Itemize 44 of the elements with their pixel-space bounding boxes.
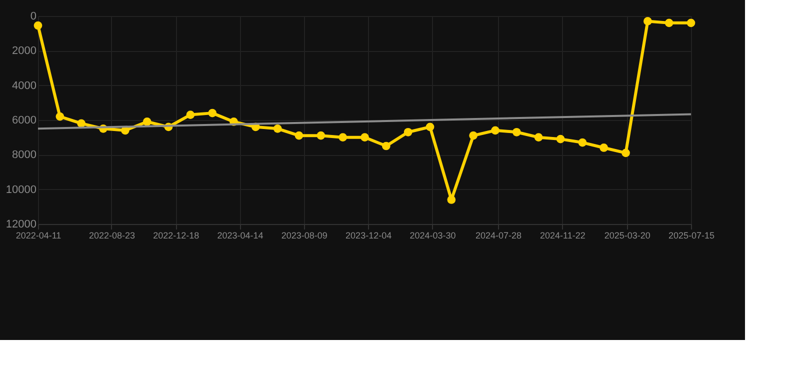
x-tick-label: 2024-07-28 xyxy=(475,230,522,240)
point xyxy=(338,133,348,142)
y-tick-label: 6000 xyxy=(12,114,36,126)
x-tick-label: 2022-04-11 xyxy=(16,230,62,240)
x-tick-label: 2023-12-04 xyxy=(346,230,392,240)
point xyxy=(77,119,86,128)
point xyxy=(294,131,304,140)
point xyxy=(686,18,696,28)
point xyxy=(34,21,42,30)
y-tick-label: 12000 xyxy=(6,218,36,230)
point xyxy=(578,138,587,147)
x-tick-label: 2025-07-15 xyxy=(668,230,715,240)
point xyxy=(512,128,521,136)
point xyxy=(316,131,326,140)
point xyxy=(644,17,652,26)
point xyxy=(208,108,217,118)
point xyxy=(404,128,412,136)
y-tick-label: 4000 xyxy=(12,80,36,92)
point xyxy=(491,126,500,135)
y-tick-label: 10000 xyxy=(6,184,36,196)
x-tick-label: 2024-11-22 xyxy=(540,230,586,240)
point xyxy=(664,18,674,28)
point xyxy=(186,110,195,119)
y-tick-label: 2000 xyxy=(12,45,36,58)
point xyxy=(600,144,608,152)
point xyxy=(622,148,630,158)
x-tick-label: 2022-12-18 xyxy=(153,230,200,240)
x-tick-label: 2025-03-20 xyxy=(604,230,650,240)
point xyxy=(447,196,456,204)
x-tick-label: 2024-03-30 xyxy=(410,230,456,240)
point xyxy=(382,142,390,150)
point xyxy=(142,118,152,126)
x-tick-label: 2023-08-09 xyxy=(281,230,328,240)
point xyxy=(56,112,64,121)
x-tick-label: 2022-08-23 xyxy=(88,230,135,240)
y-tick-label: 8000 xyxy=(12,149,36,162)
point xyxy=(534,133,543,142)
x-tick-label: 2023-04-14 xyxy=(217,230,264,240)
point xyxy=(469,131,478,140)
y-tick-label: 0 xyxy=(30,10,36,22)
point xyxy=(426,122,434,132)
point xyxy=(273,124,282,133)
point xyxy=(556,134,565,144)
point xyxy=(360,133,369,142)
